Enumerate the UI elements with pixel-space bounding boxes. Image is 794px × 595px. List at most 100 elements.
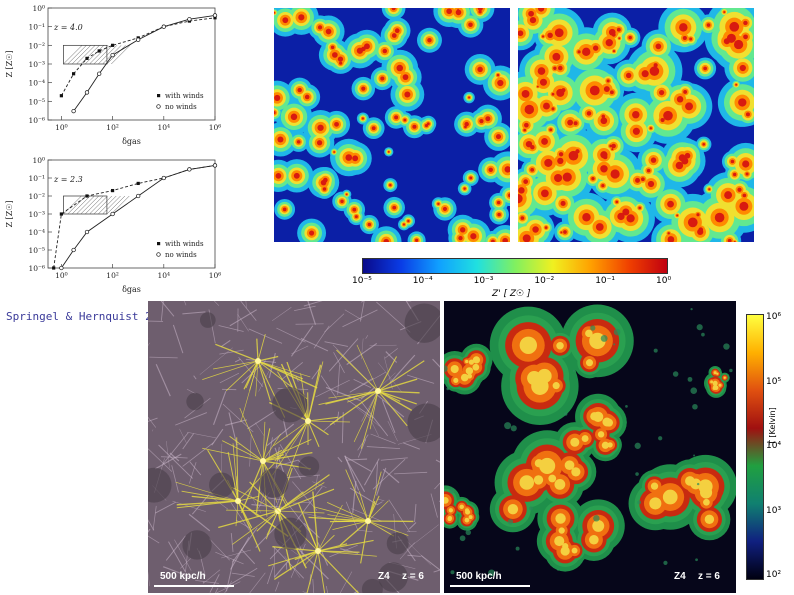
small-warm-spot bbox=[448, 488, 455, 494]
temperature-blob bbox=[448, 508, 454, 513]
filament bbox=[300, 337, 329, 352]
metal-map-with-winds-svg bbox=[518, 8, 754, 242]
data-point-with-winds bbox=[110, 188, 115, 193]
map-blob bbox=[738, 98, 747, 107]
filament-bright bbox=[317, 543, 348, 552]
temperature-blob bbox=[649, 497, 662, 510]
map-blob bbox=[491, 239, 495, 242]
map-blob bbox=[727, 238, 732, 242]
filament bbox=[247, 410, 277, 430]
map-blob bbox=[667, 236, 675, 242]
filament bbox=[377, 501, 383, 505]
temperature-blob bbox=[468, 359, 475, 365]
temperature-blob bbox=[533, 475, 544, 485]
filament bbox=[380, 457, 408, 461]
map-blob bbox=[562, 172, 572, 182]
hatch-line bbox=[84, 45, 105, 65]
map-blob bbox=[528, 10, 534, 17]
map-blob bbox=[367, 222, 372, 227]
map-blob bbox=[647, 180, 655, 188]
small-warm-spot bbox=[446, 387, 450, 391]
filament bbox=[151, 429, 154, 432]
map-blob bbox=[297, 87, 302, 93]
temperature-blob bbox=[472, 363, 480, 371]
filament-bright bbox=[377, 390, 408, 427]
filament bbox=[218, 325, 244, 332]
map-blob bbox=[649, 127, 653, 130]
map-blob bbox=[595, 223, 604, 231]
gas-density-map-svg bbox=[148, 301, 440, 593]
filament bbox=[168, 541, 186, 572]
redshift-label: z = 6 bbox=[698, 571, 720, 582]
map-blob bbox=[682, 35, 687, 41]
filament bbox=[234, 358, 241, 363]
temperature-blob bbox=[555, 513, 566, 524]
x-tick-label: 10⁰ bbox=[55, 123, 68, 132]
map-blob bbox=[589, 85, 600, 96]
filament bbox=[434, 482, 440, 490]
temperature-map: 500 kpc/h Z4 z = 6 bbox=[444, 301, 736, 593]
filament-bright bbox=[221, 440, 264, 462]
void bbox=[378, 562, 408, 592]
hatch-line bbox=[71, 45, 91, 65]
filament-bright bbox=[255, 360, 259, 397]
filament bbox=[208, 538, 230, 561]
map-blob bbox=[737, 187, 742, 192]
filament bbox=[372, 458, 406, 490]
map-blob bbox=[600, 117, 608, 125]
map-blob bbox=[628, 35, 632, 40]
filament bbox=[353, 378, 372, 388]
temperature-blob bbox=[690, 478, 702, 490]
legend-marker-with-winds bbox=[157, 94, 161, 98]
filament bbox=[171, 465, 179, 493]
filament bbox=[230, 533, 234, 552]
scalebar-line bbox=[154, 585, 234, 587]
temperature-blob bbox=[605, 418, 614, 427]
small-warm-spot bbox=[729, 368, 733, 373]
temperature-blob bbox=[447, 516, 453, 521]
temperature-blob bbox=[444, 497, 449, 504]
map-blob bbox=[723, 11, 726, 13]
filament-bright bbox=[306, 550, 319, 593]
filament-bright bbox=[306, 526, 319, 552]
map-blob bbox=[380, 76, 385, 81]
map-blob bbox=[332, 52, 338, 58]
hatch-line bbox=[89, 195, 108, 215]
map-blob bbox=[524, 122, 529, 128]
map-blob bbox=[426, 122, 430, 126]
map-blob bbox=[708, 188, 711, 191]
filament bbox=[162, 432, 189, 465]
y-tick-label: 10⁻⁴ bbox=[28, 79, 45, 88]
filament-bright bbox=[240, 360, 259, 423]
filament-bright bbox=[369, 390, 379, 430]
map-blob bbox=[340, 199, 344, 204]
temperature-blob bbox=[704, 514, 715, 525]
map-blob bbox=[320, 179, 327, 186]
map-blob bbox=[591, 177, 595, 181]
filament-bright bbox=[336, 349, 379, 392]
small-warm-spot bbox=[635, 472, 639, 476]
filament-bright bbox=[257, 333, 266, 362]
filament bbox=[365, 335, 369, 339]
filament bbox=[384, 348, 398, 359]
filament-bright bbox=[367, 520, 409, 536]
filament bbox=[166, 441, 170, 469]
map-blob bbox=[605, 39, 613, 47]
temperature-blob bbox=[601, 441, 609, 449]
map-blob bbox=[541, 138, 548, 145]
filament-bright bbox=[232, 443, 239, 502]
redshift-label: z = 6 bbox=[402, 571, 424, 582]
filament-bright bbox=[377, 378, 418, 392]
map-blob bbox=[703, 66, 708, 71]
map-blob bbox=[601, 114, 606, 119]
small-warm-spot bbox=[672, 371, 679, 377]
map-blob bbox=[640, 177, 645, 182]
y-tick-label: 10⁻³ bbox=[28, 210, 45, 219]
filament-bright bbox=[257, 360, 318, 389]
filament bbox=[370, 433, 396, 444]
map-blob bbox=[458, 235, 463, 241]
small-warm-spot bbox=[507, 519, 514, 525]
filament bbox=[199, 347, 233, 375]
map-blob bbox=[724, 191, 733, 200]
map-blob bbox=[667, 200, 674, 208]
